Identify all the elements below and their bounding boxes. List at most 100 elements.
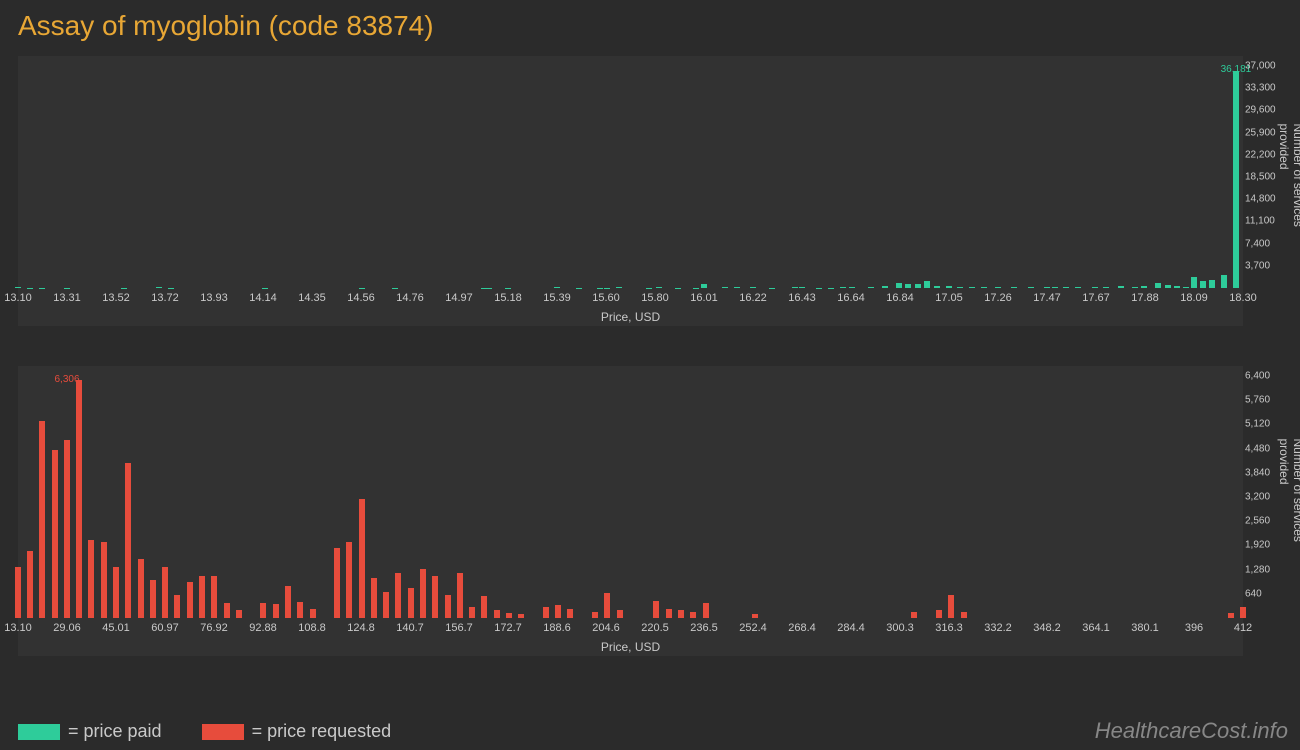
bar [1141, 286, 1147, 288]
bar [285, 586, 291, 618]
peak-label: 6,306 [54, 374, 79, 385]
bar [567, 609, 573, 618]
bar [39, 421, 45, 618]
xtick: 316.3 [935, 622, 963, 634]
bar [162, 567, 168, 618]
xtick: 140.7 [396, 622, 424, 634]
ytick: 33,300 [1245, 83, 1276, 94]
xtick: 45.01 [102, 622, 130, 634]
bar [722, 287, 728, 288]
bar [1191, 277, 1197, 288]
bar [494, 610, 500, 618]
xtick: 17.05 [935, 292, 963, 304]
xtick: 17.67 [1082, 292, 1110, 304]
xlabel: Price, USD [601, 640, 660, 654]
bar [359, 499, 365, 618]
bar [150, 580, 156, 618]
bar [371, 578, 377, 618]
xtick: 284.4 [837, 622, 865, 634]
bar [457, 573, 463, 618]
bar [911, 612, 917, 618]
bar [905, 284, 911, 288]
bar [690, 612, 696, 618]
bar [113, 567, 119, 618]
bar [101, 542, 107, 618]
bar [174, 595, 180, 618]
bar [592, 612, 598, 618]
bar [224, 603, 230, 618]
bar [408, 588, 414, 618]
bar [76, 380, 82, 618]
bar [555, 605, 561, 618]
xtick: 268.4 [788, 622, 816, 634]
legend: = price paid = price requested [18, 721, 391, 742]
xtick: 29.06 [53, 622, 81, 634]
xtick: 14.56 [347, 292, 375, 304]
bar [915, 284, 921, 288]
legend-swatch [18, 724, 60, 740]
bar [1233, 71, 1239, 288]
xtick: 412 [1234, 622, 1252, 634]
bar [346, 542, 352, 618]
bar [616, 287, 622, 288]
bar [273, 604, 279, 618]
bar [868, 287, 874, 288]
bar [656, 287, 662, 288]
chart-container: 36,181 13.1013.3113.5213.7213.9314.1414.… [18, 56, 1300, 656]
bar [138, 559, 144, 618]
bar [1165, 285, 1171, 288]
bar [432, 576, 438, 618]
chart-title: Assay of myoglobin (code 83874) [0, 0, 1300, 42]
xtick: 15.60 [592, 292, 620, 304]
bar [199, 576, 205, 618]
bar [1052, 287, 1058, 288]
xtick: 13.31 [53, 292, 81, 304]
bar [1103, 287, 1109, 288]
ytick: 22,200 [1245, 149, 1276, 160]
bar [554, 287, 560, 288]
bar [52, 450, 58, 618]
xtick: 14.35 [298, 292, 326, 304]
ytick: 6,400 [1245, 371, 1270, 382]
bar [420, 569, 426, 618]
ytick: 25,900 [1245, 127, 1276, 138]
bar [1228, 613, 1234, 618]
bar [310, 609, 316, 618]
watermark: HealthcareCost.info [1095, 718, 1288, 744]
xtick: 60.97 [151, 622, 179, 634]
bar [840, 287, 846, 288]
xtick: 236.5 [690, 622, 718, 634]
xtick: 15.18 [494, 292, 522, 304]
legend-label: = price paid [68, 721, 162, 742]
bar [395, 573, 401, 618]
xtick: 108.8 [298, 622, 326, 634]
bar [678, 610, 684, 618]
bar [604, 593, 610, 618]
bar [1063, 287, 1069, 288]
bar [799, 287, 805, 288]
xtick: 17.47 [1033, 292, 1061, 304]
xtick: 396 [1185, 622, 1203, 634]
xtick: 188.6 [543, 622, 571, 634]
bar [961, 612, 967, 618]
ytick: 1,280 [1245, 564, 1270, 575]
xtick: 18.30 [1229, 292, 1257, 304]
bar [187, 582, 193, 618]
ytick: 3,700 [1245, 260, 1270, 271]
bar [1183, 287, 1189, 288]
ytick: 18,500 [1245, 172, 1276, 183]
xtick: 348.2 [1033, 622, 1061, 634]
ytick: 2,560 [1245, 516, 1270, 527]
bar [1092, 287, 1098, 288]
bar [703, 603, 709, 618]
xtick: 124.8 [347, 622, 375, 634]
xtick: 15.39 [543, 292, 571, 304]
bar [1174, 286, 1180, 288]
bar [15, 567, 21, 618]
xlabel: Price, USD [601, 310, 660, 324]
bar [924, 281, 930, 288]
bar [981, 287, 987, 288]
ytick: 37,000 [1245, 61, 1276, 72]
xtick: 13.10 [4, 292, 32, 304]
xtick: 13.72 [151, 292, 179, 304]
